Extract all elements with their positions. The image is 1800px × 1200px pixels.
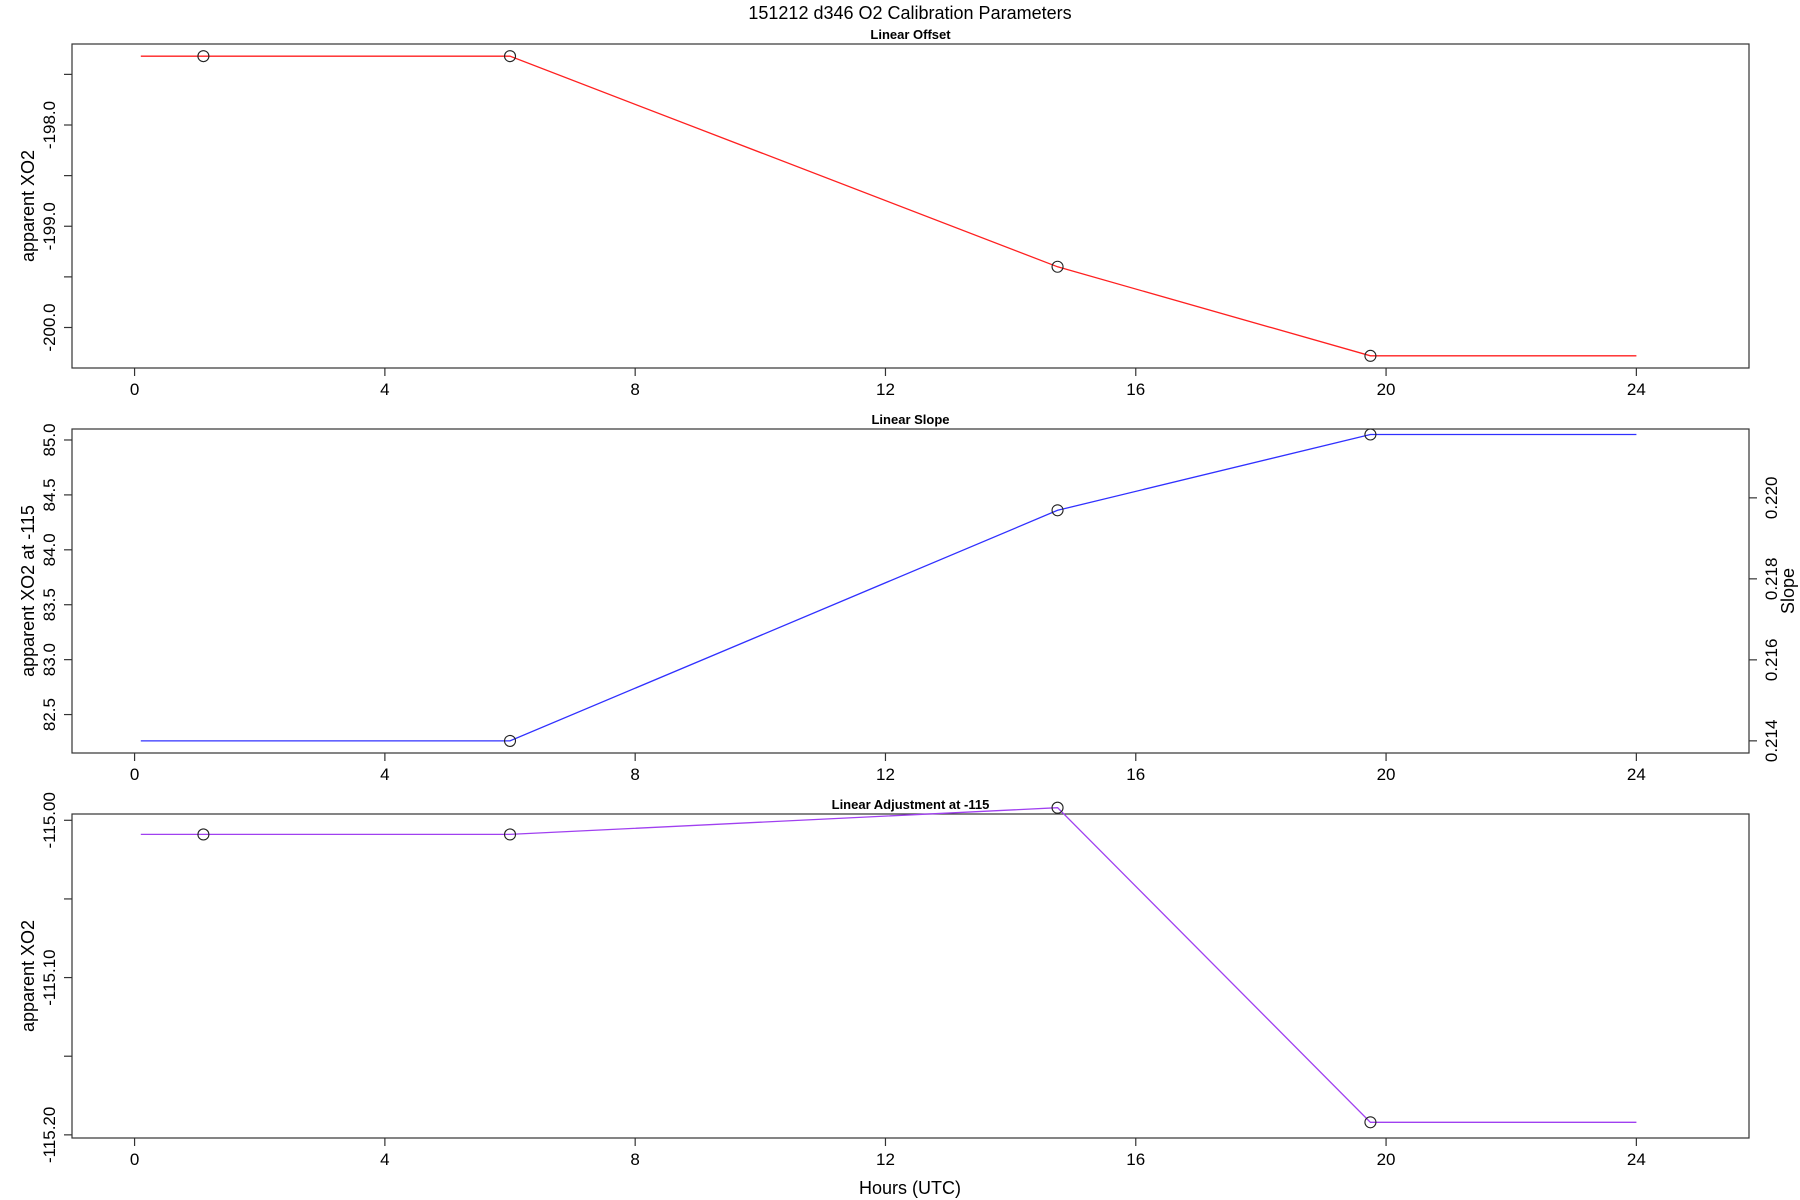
data-point-marker (1051, 801, 1064, 814)
y-tick-label: -115.20 (40, 1107, 59, 1163)
series-line (140, 433, 1637, 742)
y2-tick-label: 0.214 (1762, 720, 1781, 763)
x-tick-label: 8 (630, 380, 639, 399)
data-point-marker (503, 734, 517, 747)
y-tick-label: 83.5 (40, 588, 59, 621)
y2-tick-label: 0.218 (1762, 558, 1781, 601)
y-axis-label: apparent XO2 (18, 920, 38, 1032)
series-line (140, 807, 1637, 1123)
panel-1: Linear Offset 0 4 8 12 16 20 24 -200.0 -199.0 -198… (18, 27, 1750, 399)
y2-tick-label: 0.216 (1762, 639, 1781, 682)
y2-axis-label: Slope (1778, 568, 1798, 614)
panel-title: Linear Slope (871, 412, 949, 427)
x-tick-label: 24 (1627, 765, 1646, 784)
x-tick-label: 12 (876, 1150, 895, 1169)
x-tick-label: 4 (380, 1150, 389, 1169)
x-tick-label: 12 (876, 765, 895, 784)
x-tick-label: 0 (130, 765, 139, 784)
x-tick-label: 24 (1627, 380, 1646, 399)
x-tick-label: 16 (1126, 380, 1145, 399)
figure-title: 151212 d346 O2 Calibration Parameters (748, 3, 1071, 23)
x-tick-label: 16 (1126, 765, 1145, 784)
data-point-marker (1364, 1116, 1377, 1129)
x-tick-label: 20 (1377, 380, 1396, 399)
data-point-marker (1051, 504, 1064, 517)
plot-frame (71, 813, 1750, 1139)
panel-title: Linear Offset (870, 27, 951, 42)
x-tick-label: 20 (1377, 1150, 1396, 1169)
data-point-marker (503, 50, 517, 63)
x-tick-label: 8 (630, 1150, 639, 1169)
data-point-marker (197, 50, 210, 63)
x-tick-label: 12 (876, 380, 895, 399)
x-tick-label: 24 (1627, 1150, 1646, 1169)
y-axis-label: apparent XO2 (18, 150, 38, 262)
y-tick-label: -115.10 (40, 949, 59, 1005)
data-point-marker (1364, 428, 1377, 441)
y2-tick-label: 0.220 (1762, 477, 1781, 520)
y-tick-label: -200.0 (40, 303, 59, 351)
y-tick-label: 83.0 (40, 643, 59, 676)
data-point-marker (503, 828, 517, 841)
data-point-marker (1051, 260, 1064, 273)
x-axis-label: Hours (UTC) (859, 1178, 961, 1198)
x-tick-label: 0 (130, 1150, 139, 1169)
y-tick-label: -199.0 (40, 202, 59, 250)
x-tick-label: 16 (1126, 1150, 1145, 1169)
y-tick-label: 84.0 (40, 533, 59, 566)
y-tick-label: -198.0 (40, 101, 59, 149)
panel-title: Linear Adjustment at -115 (832, 797, 990, 812)
y-axis-label: apparent XO2 at -115 (18, 505, 38, 677)
y-tick-label: 82.5 (40, 698, 59, 731)
plot-frame (71, 428, 1750, 754)
data-point-marker (197, 828, 210, 841)
plot-frame (71, 43, 1750, 369)
x-tick-label: 20 (1377, 765, 1396, 784)
y-tick-label: 84.5 (40, 478, 59, 511)
data-point-marker (1364, 349, 1377, 362)
panel-2: Linear Slope 0 4 8 12 16 20 24 82.5 83.0 83.5 84.0 8… (18, 412, 1798, 784)
series-line (140, 55, 1637, 357)
panel-3: Linear Adjustment at -115 0 4 8 12 16 20 24 -115… (18, 792, 1750, 1169)
x-tick-label: 8 (630, 765, 639, 784)
x-tick-label: 0 (130, 380, 139, 399)
y-tick-label: -115.00 (40, 792, 59, 848)
y-tick-label: 85.0 (40, 423, 59, 456)
x-tick-label: 4 (380, 765, 389, 784)
x-tick-label: 4 (380, 380, 389, 399)
